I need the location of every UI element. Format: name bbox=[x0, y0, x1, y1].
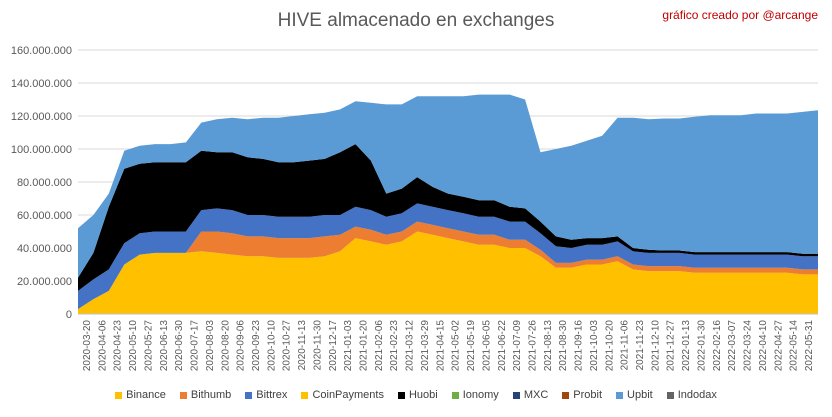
x-tick-label: 2022-01-13 bbox=[681, 320, 692, 372]
y-tick-label: 40.000.000 bbox=[17, 243, 72, 255]
x-tick-label: 2020-06-30 bbox=[174, 320, 185, 372]
legend-swatch bbox=[397, 391, 405, 399]
x-tick-label: 2021-11-06 bbox=[620, 320, 631, 371]
x-tick-label: 2021-06-22 bbox=[497, 320, 508, 372]
legend-item-binance: Binance bbox=[115, 389, 166, 401]
legend-label: Ionomy bbox=[462, 389, 499, 401]
series-area-huobi bbox=[78, 144, 818, 291]
y-tick-label: 120.000.000 bbox=[11, 111, 72, 123]
x-tick-label: 2021-10-20 bbox=[604, 320, 615, 372]
x-tick-label: 2020-12-17 bbox=[328, 320, 339, 372]
series-areas bbox=[78, 94, 818, 314]
legend: Binance Bithumb Bittrex CoinPayments Huobi Io… bbox=[0, 389, 832, 401]
legend-item-bithumb: Bithumb bbox=[179, 389, 232, 401]
x-tick-label: 2020-03-20 bbox=[82, 320, 93, 372]
x-tick-label: 2021-07-26 bbox=[527, 320, 538, 372]
x-tick-label: 2021-08-13 bbox=[543, 320, 554, 372]
x-tick-label: 2020-08-03 bbox=[205, 320, 216, 372]
x-tick-label: 2020-09-23 bbox=[251, 320, 262, 372]
x-tick-label: 2021-09-16 bbox=[574, 320, 585, 372]
x-tick-label: 2021-11-23 bbox=[635, 320, 646, 371]
chart-credit: gráfico creado por @arcange bbox=[662, 8, 818, 22]
x-tick-label: 2020-07-17 bbox=[190, 320, 201, 372]
x-tick-label: 2020-04-23 bbox=[113, 320, 124, 372]
x-tick-label: 2021-02-23 bbox=[389, 320, 400, 372]
x-tick-label: 2022-02-16 bbox=[712, 320, 723, 372]
x-tick-label: 2022-05-31 bbox=[804, 320, 815, 372]
legend-label: Huobi bbox=[408, 389, 438, 401]
x-tick-label: 2022-05-14 bbox=[789, 320, 800, 372]
x-tick-label: 2021-04-15 bbox=[435, 320, 446, 372]
legend-item-ionomy: Ionomy bbox=[451, 389, 499, 401]
legend-label: MXC bbox=[523, 389, 549, 401]
y-tick-label: 20.000.000 bbox=[17, 276, 72, 288]
legend-swatch bbox=[451, 391, 459, 399]
legend-item-coinpayments: CoinPayments bbox=[301, 389, 384, 401]
y-tick-label: 140.000.000 bbox=[11, 78, 72, 90]
x-tick-label: 2020-10-27 bbox=[282, 320, 293, 372]
series-area-upbit bbox=[78, 94, 818, 278]
x-tick-label: 2021-12-27 bbox=[666, 320, 677, 372]
x-axis: 2020-03-20 2020-04-06 2020-04-23 2020-05-10… bbox=[78, 313, 818, 372]
series-area-bithumb bbox=[78, 221, 818, 310]
x-tick-label: 2022-04-27 bbox=[773, 320, 784, 372]
x-tick-label: 2021-01-03 bbox=[343, 320, 354, 372]
chart-title: HIVE almacenado en exchanges bbox=[277, 10, 555, 31]
legend-item-indodax: Indodax bbox=[666, 389, 717, 401]
legend-label: Binance bbox=[126, 389, 166, 401]
x-tick-label: 2022-03-07 bbox=[727, 320, 738, 372]
x-tick-label: 2021-10-03 bbox=[589, 320, 600, 372]
x-tick-label: 2021-02-06 bbox=[374, 320, 385, 372]
x-tick-label: 2022-01-30 bbox=[696, 320, 707, 372]
x-tick-label: 2020-04-06 bbox=[97, 320, 108, 372]
legend-item-huobi: Huobi bbox=[397, 389, 438, 401]
x-tick-label: 2021-03-29 bbox=[420, 320, 431, 372]
legend-item-upbit: Upbit bbox=[616, 389, 653, 401]
legend-swatch bbox=[179, 391, 187, 399]
x-tick-label: 2020-08-20 bbox=[220, 320, 231, 372]
legend-label: Probit bbox=[573, 389, 603, 401]
x-tick-label: 2021-01-20 bbox=[359, 320, 370, 372]
legend-item-probit: Probit bbox=[562, 389, 602, 401]
x-tick-label: 2021-03-12 bbox=[405, 320, 416, 372]
y-tick-label: 0 bbox=[66, 309, 72, 321]
y-tick-label: 100.000.000 bbox=[11, 144, 72, 156]
legend-label: Upbit bbox=[627, 389, 653, 401]
x-tick-label: 2022-03-24 bbox=[743, 320, 754, 372]
y-tick-label: 160.000.000 bbox=[11, 45, 72, 57]
x-tick-label: 2022-04-10 bbox=[758, 320, 769, 372]
legend-swatch bbox=[616, 391, 624, 399]
legend-label: Bittrex bbox=[256, 389, 288, 401]
x-tick-label: 2021-06-05 bbox=[481, 320, 492, 372]
legend-label: Indodax bbox=[677, 389, 717, 401]
legend-swatch bbox=[245, 391, 253, 399]
x-tick-label: 2021-05-02 bbox=[451, 320, 462, 372]
x-tick-label: 2021-08-30 bbox=[558, 320, 569, 372]
legend-label: Bithumb bbox=[190, 389, 232, 401]
legend-label: CoinPayments bbox=[312, 389, 384, 401]
x-tick-label: 2021-05-19 bbox=[466, 320, 477, 372]
x-tick-label: 2021-12-10 bbox=[650, 320, 661, 372]
x-tick-label: 2020-05-10 bbox=[128, 320, 139, 372]
x-tick-label: 2020-11-30 bbox=[312, 320, 323, 371]
legend-item-bittrex: Bittrex bbox=[245, 389, 287, 401]
legend-swatch bbox=[666, 391, 674, 399]
x-tick-label: 2020-05-27 bbox=[143, 320, 154, 372]
y-axis: 0 20.000.000 40.000.000 60.000.000 80.000.00… bbox=[11, 45, 72, 321]
x-tick-label: 2020-09-06 bbox=[236, 320, 247, 372]
legend-swatch bbox=[562, 391, 570, 399]
y-tick-label: 60.000.000 bbox=[17, 210, 72, 222]
legend-item-mxc: MXC bbox=[512, 389, 549, 401]
x-tick-label: 2020-10-10 bbox=[266, 320, 277, 372]
y-tick-label: 80.000.000 bbox=[17, 177, 72, 189]
legend-swatch bbox=[115, 391, 123, 399]
legend-swatch bbox=[301, 391, 309, 399]
series-area-binance bbox=[78, 231, 818, 314]
x-tick-label: 2020-06-13 bbox=[159, 320, 170, 372]
series-area-bittrex bbox=[78, 203, 818, 310]
x-tick-label: 2021-07-09 bbox=[512, 320, 523, 372]
x-tick-label: 2020-11-13 bbox=[297, 320, 308, 371]
legend-swatch bbox=[512, 391, 520, 399]
